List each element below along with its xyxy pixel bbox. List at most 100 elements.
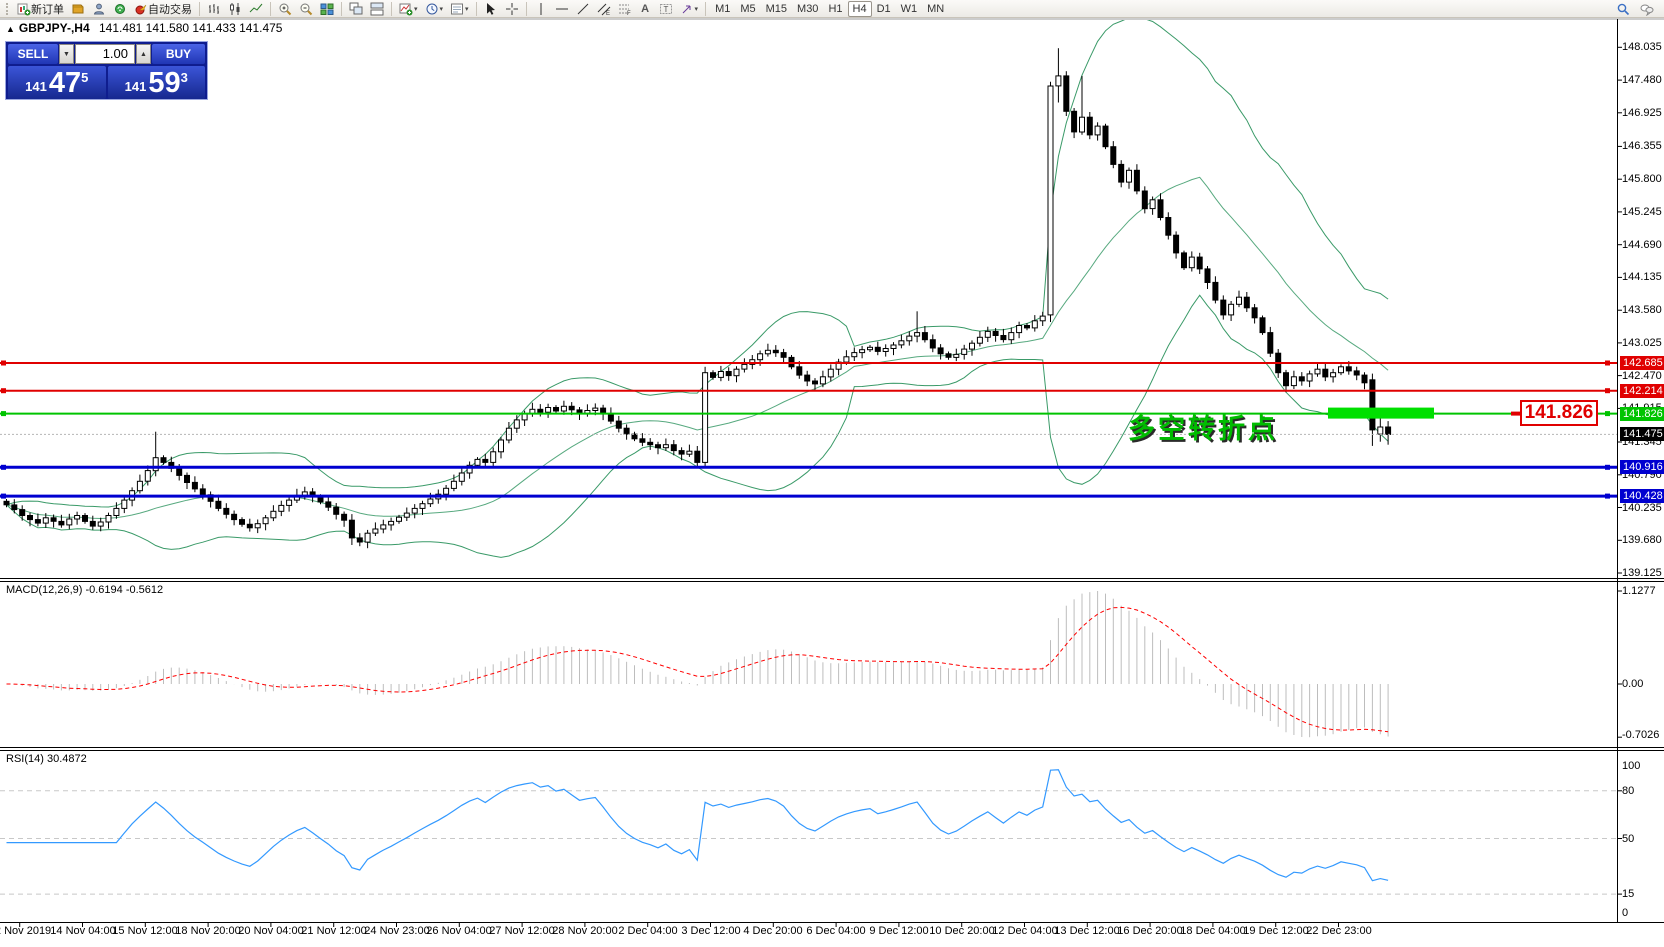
chart-symbol-title: GBPJPY-,H4 (18, 21, 90, 35)
main-toolbar: 新订单 自动交易 (0, 0, 1664, 18)
chart-ohlc-values: 141.481 141.580 141.433 141.475 (98, 21, 283, 35)
line-chart-mode-button[interactable] (246, 1, 266, 17)
price-axis-label: 145.245 (1622, 206, 1662, 218)
timeframe-button-m1[interactable]: M1 (715, 2, 731, 15)
time-axis-label: 2 Dec 04:00 (618, 925, 678, 937)
timeframe-button-d1[interactable]: D1 (876, 2, 891, 15)
price-axis-label: 145.800 (1622, 173, 1662, 185)
macd-label: MACD(12,26,9) -0.6194 -0.5612 (6, 584, 164, 596)
new-order-label: 新订单 (31, 3, 64, 16)
arrows-tool-button[interactable] (677, 1, 702, 17)
volume-input[interactable]: 1.00 (75, 44, 135, 64)
crosshair-tool-button[interactable] (502, 1, 522, 17)
price-axis-label: 146.355 (1622, 140, 1662, 152)
price-axis-label: 144.690 (1622, 239, 1662, 251)
new-order-button[interactable]: 新订单 (14, 1, 67, 17)
person-icon (92, 2, 106, 16)
timeframe-button-m30[interactable]: M30 (797, 2, 819, 15)
cascade-windows-button[interactable] (346, 1, 366, 17)
toolbar-separator (391, 1, 392, 16)
one-click-trading-panel: SELL ▼ 1.00 ▲ BUY 141 47 5 141 59 3 (5, 41, 208, 100)
price-callout-box[interactable]: 141.826 (1520, 400, 1598, 426)
search-button[interactable] (1613, 1, 1633, 17)
bar-chart-mode-button[interactable] (204, 1, 224, 17)
price-tag-142.685: 142.685 (1620, 356, 1664, 370)
data-feed-icon-button[interactable] (110, 1, 130, 17)
vertical-line-tool-button[interactable] (531, 1, 551, 17)
time-axis-label: 21 Nov 12:00 (301, 925, 367, 937)
zoom-in-button[interactable] (275, 1, 295, 17)
rsi-line (6, 769, 1389, 882)
profile-book-icon (71, 2, 85, 16)
equidistant-channel-tool-button[interactable]: E (594, 1, 614, 17)
candlestick-mode-button[interactable] (225, 1, 245, 17)
time-axis-label: 12 Nov 2019 (0, 925, 52, 937)
time-axis-label: 15 Nov 12:00 (112, 925, 178, 937)
zoom-out-button[interactable] (296, 1, 316, 17)
thick-trend-segment[interactable] (1328, 407, 1434, 419)
macd-axis-label: 1.1277 (1622, 585, 1656, 597)
trendline-tool-button[interactable] (573, 1, 593, 17)
price-axis-label: 139.125 (1622, 567, 1662, 579)
sell-price-button[interactable]: 141 47 5 (8, 66, 106, 99)
time-axis-label: 3 Dec 12:00 (681, 925, 741, 937)
time-axis-label: 24 Nov 23:00 (364, 925, 430, 937)
time-axis-label: 22 Dec 23:00 (1306, 925, 1372, 937)
cursor-tool-button[interactable] (481, 1, 501, 17)
timeframe-button-m5[interactable]: M5 (740, 2, 756, 15)
bollinger-upper-band (6, 20, 1389, 508)
sell-price-prefix: 141 (25, 79, 47, 94)
expand-indicator-icon[interactable]: ▲ (6, 24, 15, 34)
toolbar-grip[interactable] (6, 2, 10, 15)
time-axis-label: 20 Nov 04:00 (238, 925, 304, 937)
tile-horizontal-button[interactable] (367, 1, 387, 17)
timeframe-button-mn[interactable]: MN (927, 2, 945, 15)
market-watch-icon-button[interactable] (89, 1, 109, 17)
toolbar-separator (199, 1, 200, 16)
chat-button[interactable] (1637, 1, 1657, 17)
timeframe-button-h4[interactable]: H4 (847, 0, 872, 17)
indicators-menu-button[interactable] (396, 1, 421, 17)
fibonacci-tool-button[interactable]: F (615, 1, 635, 17)
auto-trading-button[interactable]: 自动交易 (131, 1, 195, 17)
price-tag-140.428: 140.428 (1620, 489, 1664, 503)
volume-decrease-button[interactable]: ▼ (59, 44, 74, 64)
time-axis-label: 26 Nov 04:00 (426, 925, 492, 937)
rsi-axis-label: 50 (1622, 833, 1635, 845)
horizontal-line-tool-button[interactable] (552, 1, 572, 17)
volume-increase-button[interactable]: ▲ (136, 44, 151, 64)
svg-text:E: E (606, 11, 610, 16)
macd-axis-label: 0.00 (1622, 678, 1644, 690)
price-axis-label: 139.680 (1622, 534, 1662, 546)
timeframe-button-w1[interactable]: W1 (900, 2, 918, 15)
svg-text:F: F (627, 11, 631, 16)
price-axis-label: 142.470 (1622, 370, 1662, 382)
periods-menu-button[interactable] (422, 1, 447, 17)
chart-title-row: ▲ GBPJPY-,H4 141.481 141.580 141.433 141.… (6, 21, 282, 35)
chart-annotation-text[interactable]: 多空转折点 (1128, 414, 1278, 444)
time-axis-label: 4 Dec 20:00 (743, 925, 803, 937)
timeframe-button-m15[interactable]: M15 (765, 2, 788, 15)
toolbar-separator (705, 1, 707, 16)
signal-icon (113, 2, 127, 16)
price-axis-label: 143.580 (1622, 304, 1662, 316)
buy-price-button[interactable]: 141 59 3 (107, 66, 205, 99)
time-axis-label: 27 Nov 12:00 (489, 925, 555, 937)
sell-price-sup: 5 (81, 70, 89, 85)
time-axis-label: 9 Dec 12:00 (869, 925, 929, 937)
text-label-tool-button[interactable]: T (656, 1, 676, 17)
templates-menu-button[interactable] (447, 1, 472, 17)
macd-signal-line (6, 606, 1389, 733)
rsi-axis-label: 80 (1622, 785, 1635, 797)
timeframe-button-h1[interactable]: H1 (828, 2, 843, 15)
sell-button[interactable]: SELL (8, 44, 58, 64)
profiles-icon-button[interactable] (68, 1, 88, 17)
text-tool-button[interactable]: A (641, 2, 650, 15)
tile-windows-button[interactable] (317, 1, 337, 17)
buy-button[interactable]: BUY (152, 44, 205, 64)
price-tag-140.916: 140.916 (1620, 460, 1664, 474)
price-axis-label: 143.025 (1622, 337, 1662, 349)
auto-trading-label: 自动交易 (148, 3, 192, 16)
